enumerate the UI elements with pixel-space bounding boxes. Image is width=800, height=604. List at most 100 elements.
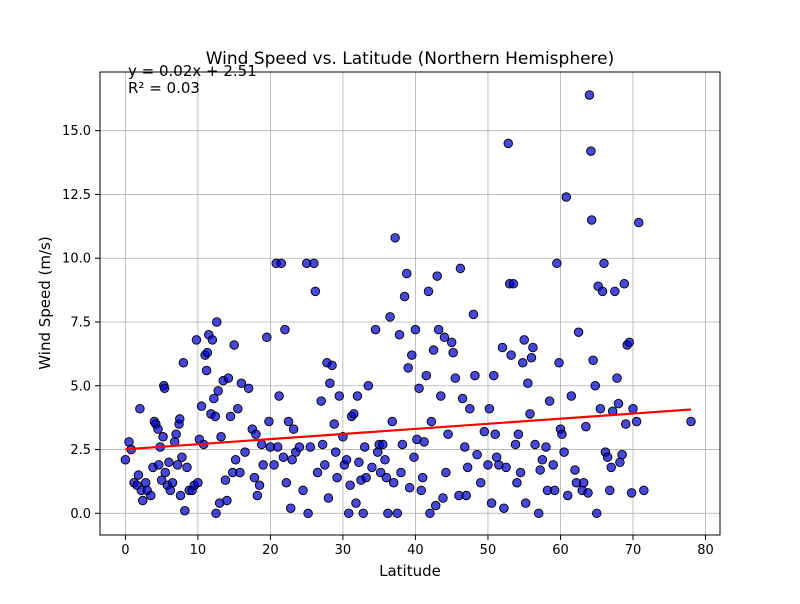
data-point [175,414,185,424]
data-point [392,508,403,519]
data-point [354,457,364,468]
data-point [140,477,151,488]
data-point [552,258,562,269]
data-point [519,335,529,345]
data-point [153,424,163,434]
data-point [361,472,371,483]
data-point [549,485,560,496]
data-point [180,506,190,516]
y-tick-label: 12.5 [62,188,91,203]
data-point [305,442,316,452]
x-tick-label: 10 [190,543,207,558]
data-point [570,465,580,475]
y-tick-label: 2.5 [70,443,91,458]
data-point [409,452,419,462]
data-point [591,508,602,519]
data-point [210,411,221,422]
data-point [606,462,616,473]
data-point [525,409,535,419]
data-point [397,439,408,450]
data-point [419,437,429,447]
y-tick-label: 7.5 [70,315,91,330]
data-point [401,268,412,279]
data-point [359,442,370,452]
data-point [381,472,392,483]
data-point [235,467,245,478]
data-point [436,391,446,401]
data-point [439,332,450,343]
data-point [209,393,219,404]
data-point [686,416,696,427]
data-point [461,490,471,501]
data-point [620,419,631,429]
data-point [396,467,406,478]
r-squared-label: R² = 0.03 [128,79,200,97]
data-point [631,416,642,427]
data-point [249,472,260,483]
data-point [153,460,164,470]
data-point [595,403,606,414]
data-point [309,258,319,269]
data-point [146,490,156,501]
data-point [254,480,265,491]
data-point [520,498,531,508]
data-point [430,500,441,511]
data-point [450,373,461,383]
data-point [410,324,421,335]
data-point [202,347,213,358]
data-point [489,370,499,381]
y-tick-label: 5.0 [70,379,91,394]
data-point [223,373,234,383]
data-point [363,381,374,391]
data-point [298,485,308,496]
data-point [211,317,222,327]
data-point [533,508,544,519]
data-point [475,477,486,488]
data-point [590,381,601,391]
data-point [349,409,359,419]
data-point [287,454,297,465]
data-point [272,442,283,452]
regression-line-group [125,408,692,451]
x-tick-label: 40 [407,543,424,558]
data-point [544,396,555,406]
data-point [581,421,591,432]
data-point [562,490,573,501]
data-point [626,488,637,498]
y-axis-ticks: 0.0 2.5 5.0 7.5 10.0 12.5 15.0 [62,124,100,522]
data-point [554,358,564,368]
data-point [639,485,649,496]
grid [100,72,720,535]
data-point [417,472,428,483]
data-point [501,462,511,473]
regression-line [125,408,692,451]
data-point [612,373,622,383]
data-point [317,439,328,450]
data-point [160,467,171,478]
data-point [243,383,254,394]
data-point [634,217,644,228]
data-point [207,335,218,345]
data-point [236,378,247,388]
data-point [327,360,337,371]
data-point [619,278,630,289]
data-point [468,309,479,320]
data-point [320,460,330,470]
data-point [133,470,144,480]
data-point [341,454,352,465]
data-point [433,324,444,335]
data-point [465,403,475,414]
data-point [387,416,397,427]
data-point [479,426,490,437]
data-point [513,429,524,439]
data-point [573,327,584,337]
data-point [583,488,593,498]
data-point [518,358,528,368]
data-point [425,508,435,519]
data-point [280,324,290,335]
data-point [196,401,207,411]
data-point [432,271,442,281]
data-point [343,508,354,519]
